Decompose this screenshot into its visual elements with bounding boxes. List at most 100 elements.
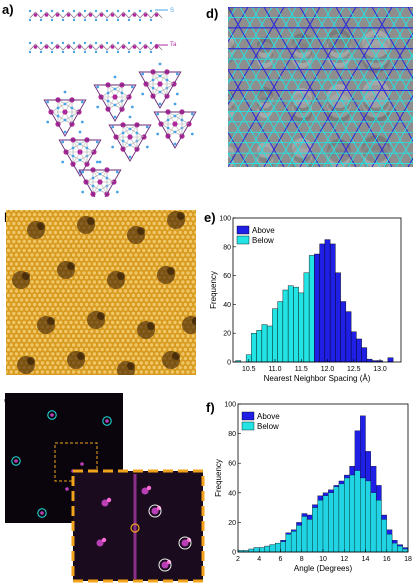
histogram-bar (350, 331, 357, 363)
atom-s (165, 78, 169, 82)
atom-s (121, 139, 125, 143)
histogram-bar (306, 519, 313, 553)
atom-s (28, 9, 32, 13)
atom-s (85, 146, 89, 150)
histogram-bar (319, 243, 326, 363)
inset-spot (141, 487, 149, 495)
histogram-bar (335, 272, 341, 363)
atom-s (28, 41, 32, 45)
fft-spot (65, 487, 69, 491)
atom-s (120, 91, 124, 95)
atom-s (145, 145, 149, 149)
atom-ta (121, 45, 126, 49)
y-tick-label: 20 (228, 520, 236, 527)
atom-s (94, 9, 98, 13)
atom-s (149, 9, 153, 13)
histogram-bar (365, 480, 371, 553)
atom-s (83, 50, 87, 54)
atom-s (28, 50, 32, 54)
cyan-marker (11, 456, 21, 466)
atom-ta (55, 13, 60, 17)
histogram-bar (280, 541, 286, 553)
species-label-ta: Ta (170, 42, 177, 48)
inset-spot (166, 559, 172, 565)
inset-spot (156, 505, 162, 511)
panel-label-a: a) (2, 2, 14, 17)
atom-s (91, 176, 95, 180)
inset-spot (146, 485, 152, 491)
atom-s (149, 50, 153, 54)
atom-ta (99, 13, 104, 17)
triangle-overlay-image (228, 7, 413, 167)
cluster-triangle (108, 124, 152, 162)
dark-defect (37, 222, 45, 230)
atom-s (39, 9, 43, 13)
atom-s (80, 100, 84, 104)
atom-s (61, 160, 65, 164)
atom-s (98, 160, 102, 164)
dark-defect (137, 227, 145, 235)
histogram-bar (322, 495, 329, 553)
atom-ta (77, 149, 83, 155)
atom-ta (112, 94, 118, 100)
legend-swatch (236, 225, 250, 235)
dark-defect (167, 267, 175, 275)
atom-ta (33, 13, 38, 17)
legend-swatch (236, 235, 250, 245)
atom-ta (55, 45, 60, 49)
histogram-bar (272, 308, 278, 363)
histogram-bar (251, 332, 257, 363)
atom-s (98, 188, 102, 192)
atom-s (70, 106, 74, 110)
dark-defect (67, 262, 75, 270)
white-marker (158, 558, 172, 572)
histogram-bar (349, 474, 356, 553)
atom-ta (154, 13, 159, 17)
atom-s (127, 9, 131, 13)
atom-s (96, 105, 100, 109)
y-axis-label: Frequency (214, 459, 223, 497)
atom-s (149, 41, 153, 45)
atom-s (158, 102, 162, 106)
histogram-bar (256, 330, 263, 363)
atom-s (156, 112, 160, 116)
side-view-layer (28, 9, 168, 54)
y-tick-label: 60 (228, 461, 236, 468)
atom-ta (66, 45, 71, 49)
dark-defect (77, 352, 85, 360)
atom-s (72, 50, 76, 54)
x-axis-label: Angle (Degrees) (294, 564, 353, 573)
crystal-structure-diagram: S Ta (28, 8, 197, 197)
histogram-bar (287, 285, 294, 363)
atom-s (127, 41, 131, 45)
histogram-bar (391, 542, 398, 553)
histogram-bar (285, 534, 292, 553)
legend-label: Above (252, 226, 275, 235)
histogram-bar (366, 358, 373, 363)
atom-s (128, 115, 132, 119)
x-tick-label: 12.0 (321, 366, 335, 373)
fft-spot (40, 511, 44, 515)
atom-s (173, 114, 177, 118)
atom-s (83, 18, 87, 22)
atom-s (72, 18, 76, 22)
fft-image (5, 393, 205, 583)
x-tick-label: 11.5 (295, 366, 308, 373)
atom-ta (77, 13, 82, 17)
histogram-bar (381, 519, 387, 553)
histogram-bar (261, 324, 268, 363)
atom-ta (143, 13, 148, 17)
x-tick-label: 8 (300, 556, 304, 563)
atom-ta (110, 13, 115, 17)
atom-s (105, 50, 109, 54)
atom-s (50, 18, 54, 22)
atom-ta (33, 45, 38, 49)
inset-spot (101, 537, 107, 543)
atom-s (28, 18, 32, 22)
y-tick-label: 40 (223, 302, 231, 309)
fft-spot (80, 462, 84, 466)
atom-s (128, 155, 132, 159)
cyan-marker (47, 410, 57, 420)
white-marker (178, 536, 192, 550)
center-marker (130, 523, 140, 533)
